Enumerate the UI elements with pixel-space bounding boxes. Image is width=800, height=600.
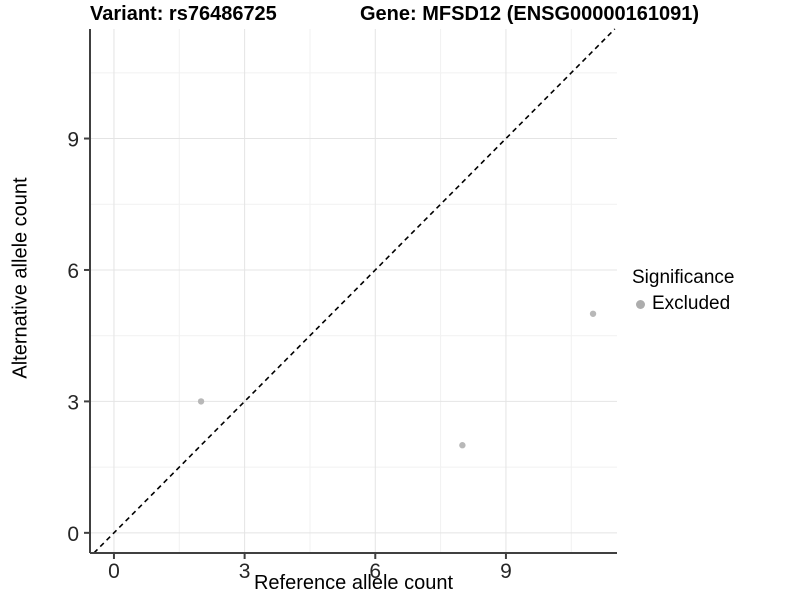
y-tick-label: 3 (67, 391, 79, 414)
plot-title-gene: Gene: MFSD12 (ENSG00000161091) (360, 3, 700, 25)
data-point (459, 442, 466, 449)
y-tick-label: 9 (67, 129, 79, 152)
legend-point-icon (636, 299, 645, 309)
data-point (589, 310, 597, 317)
legend: Significance Excluded (632, 267, 734, 315)
legend-item-excluded: Excluded (632, 293, 734, 315)
identity-line (93, 28, 616, 554)
legend-item-label: Excluded (652, 293, 731, 314)
x-axis-title: Reference allele count (253, 572, 453, 594)
x-tick-label: 0 (108, 560, 120, 583)
x-tick-label: 3 (239, 560, 251, 583)
legend-title: Significance (632, 267, 735, 288)
y-axis-title: Alternative allele count (9, 177, 32, 379)
y-tick-label: 0 (67, 523, 79, 546)
data-point (197, 398, 205, 405)
y-tick-label: 6 (67, 260, 79, 283)
plot-title-variant: Variant: rs76486725 (90, 3, 277, 25)
x-tick-label: 9 (500, 560, 512, 583)
x-tick-label: 6 (369, 560, 381, 583)
